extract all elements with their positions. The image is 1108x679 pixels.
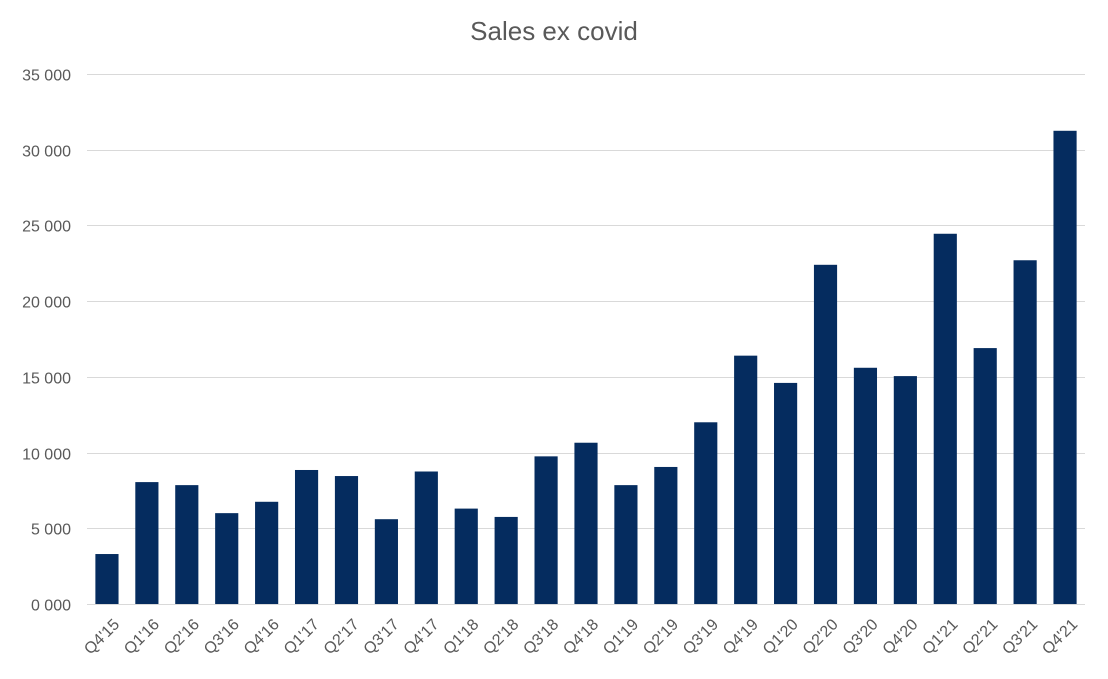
x-tick-label: Q4'15 (81, 616, 123, 658)
bar (334, 476, 359, 604)
chart-title: Sales ex covid (470, 16, 638, 46)
x-tick-label: Q1'19 (600, 616, 642, 658)
x-tick-label: Q1'17 (281, 616, 323, 658)
x-tick-label: Q3'19 (680, 616, 722, 658)
bar (454, 508, 478, 604)
x-tick-label: Q4'19 (720, 616, 762, 658)
x-tick-label: Q4'21 (1039, 616, 1081, 658)
y-tick-label: 5 000 (31, 522, 71, 539)
bar (774, 382, 798, 604)
bar (654, 466, 678, 604)
x-tick-label: Q1'16 (121, 616, 163, 658)
x-tick-label: Q2'16 (161, 616, 203, 658)
y-tick-label: 35 000 (22, 68, 71, 85)
bar (813, 264, 838, 604)
x-tick-label: Q1'21 (920, 616, 962, 658)
x-tick-label: Q2'17 (321, 616, 363, 658)
x-tick-label: Q2'19 (640, 616, 682, 658)
bar (414, 471, 438, 604)
x-tick-label: Q1'20 (760, 616, 802, 658)
bar (973, 348, 997, 604)
bar (294, 469, 319, 604)
x-tick-label: Q4'18 (560, 616, 602, 658)
bar (614, 485, 638, 604)
bar (135, 482, 159, 604)
bar (255, 501, 279, 604)
x-tick-label: Q2'18 (480, 616, 522, 658)
bar (893, 376, 917, 604)
y-axis-tick-labels: 0 000 5 000 10 000 15 000 20 000 25 000 30 000… (22, 68, 71, 615)
y-tick-label: 25 000 (22, 219, 71, 236)
bar (494, 516, 518, 604)
bars (95, 130, 1077, 605)
x-tick-label: Q3'17 (361, 616, 403, 658)
y-tick-label: 10 000 (22, 447, 71, 464)
x-tick-label: Q1'18 (441, 616, 483, 658)
x-axis-tick-labels: Q4'15Q1'16Q2'16Q3'16Q4'16Q1'17Q2'17Q3'17… (81, 616, 1081, 658)
x-tick-label: Q3'21 (999, 616, 1041, 658)
y-tick-label: 0 000 (31, 598, 71, 615)
y-tick-label: 30 000 (22, 144, 71, 161)
bar (534, 456, 558, 604)
bar (374, 519, 398, 604)
x-tick-label: Q4'16 (241, 616, 283, 658)
bar (95, 554, 119, 604)
x-tick-label: Q2'21 (960, 616, 1002, 658)
bar (215, 513, 239, 604)
x-tick-label: Q3'20 (840, 616, 882, 658)
bar (1053, 130, 1077, 605)
bar (574, 442, 598, 604)
x-tick-label: Q4'20 (880, 616, 922, 658)
bar (734, 355, 758, 604)
bar (933, 233, 957, 604)
bar (853, 367, 878, 604)
bar (694, 422, 718, 604)
x-tick-label: Q4'17 (401, 616, 443, 658)
bar (175, 485, 199, 604)
y-tick-label: 15 000 (22, 371, 71, 388)
bar (1013, 260, 1037, 604)
y-tick-label: 20 000 (22, 295, 71, 312)
x-tick-label: Q3'18 (520, 616, 562, 658)
x-tick-label: Q3'16 (201, 616, 243, 658)
x-tick-label: Q2'20 (800, 616, 842, 658)
